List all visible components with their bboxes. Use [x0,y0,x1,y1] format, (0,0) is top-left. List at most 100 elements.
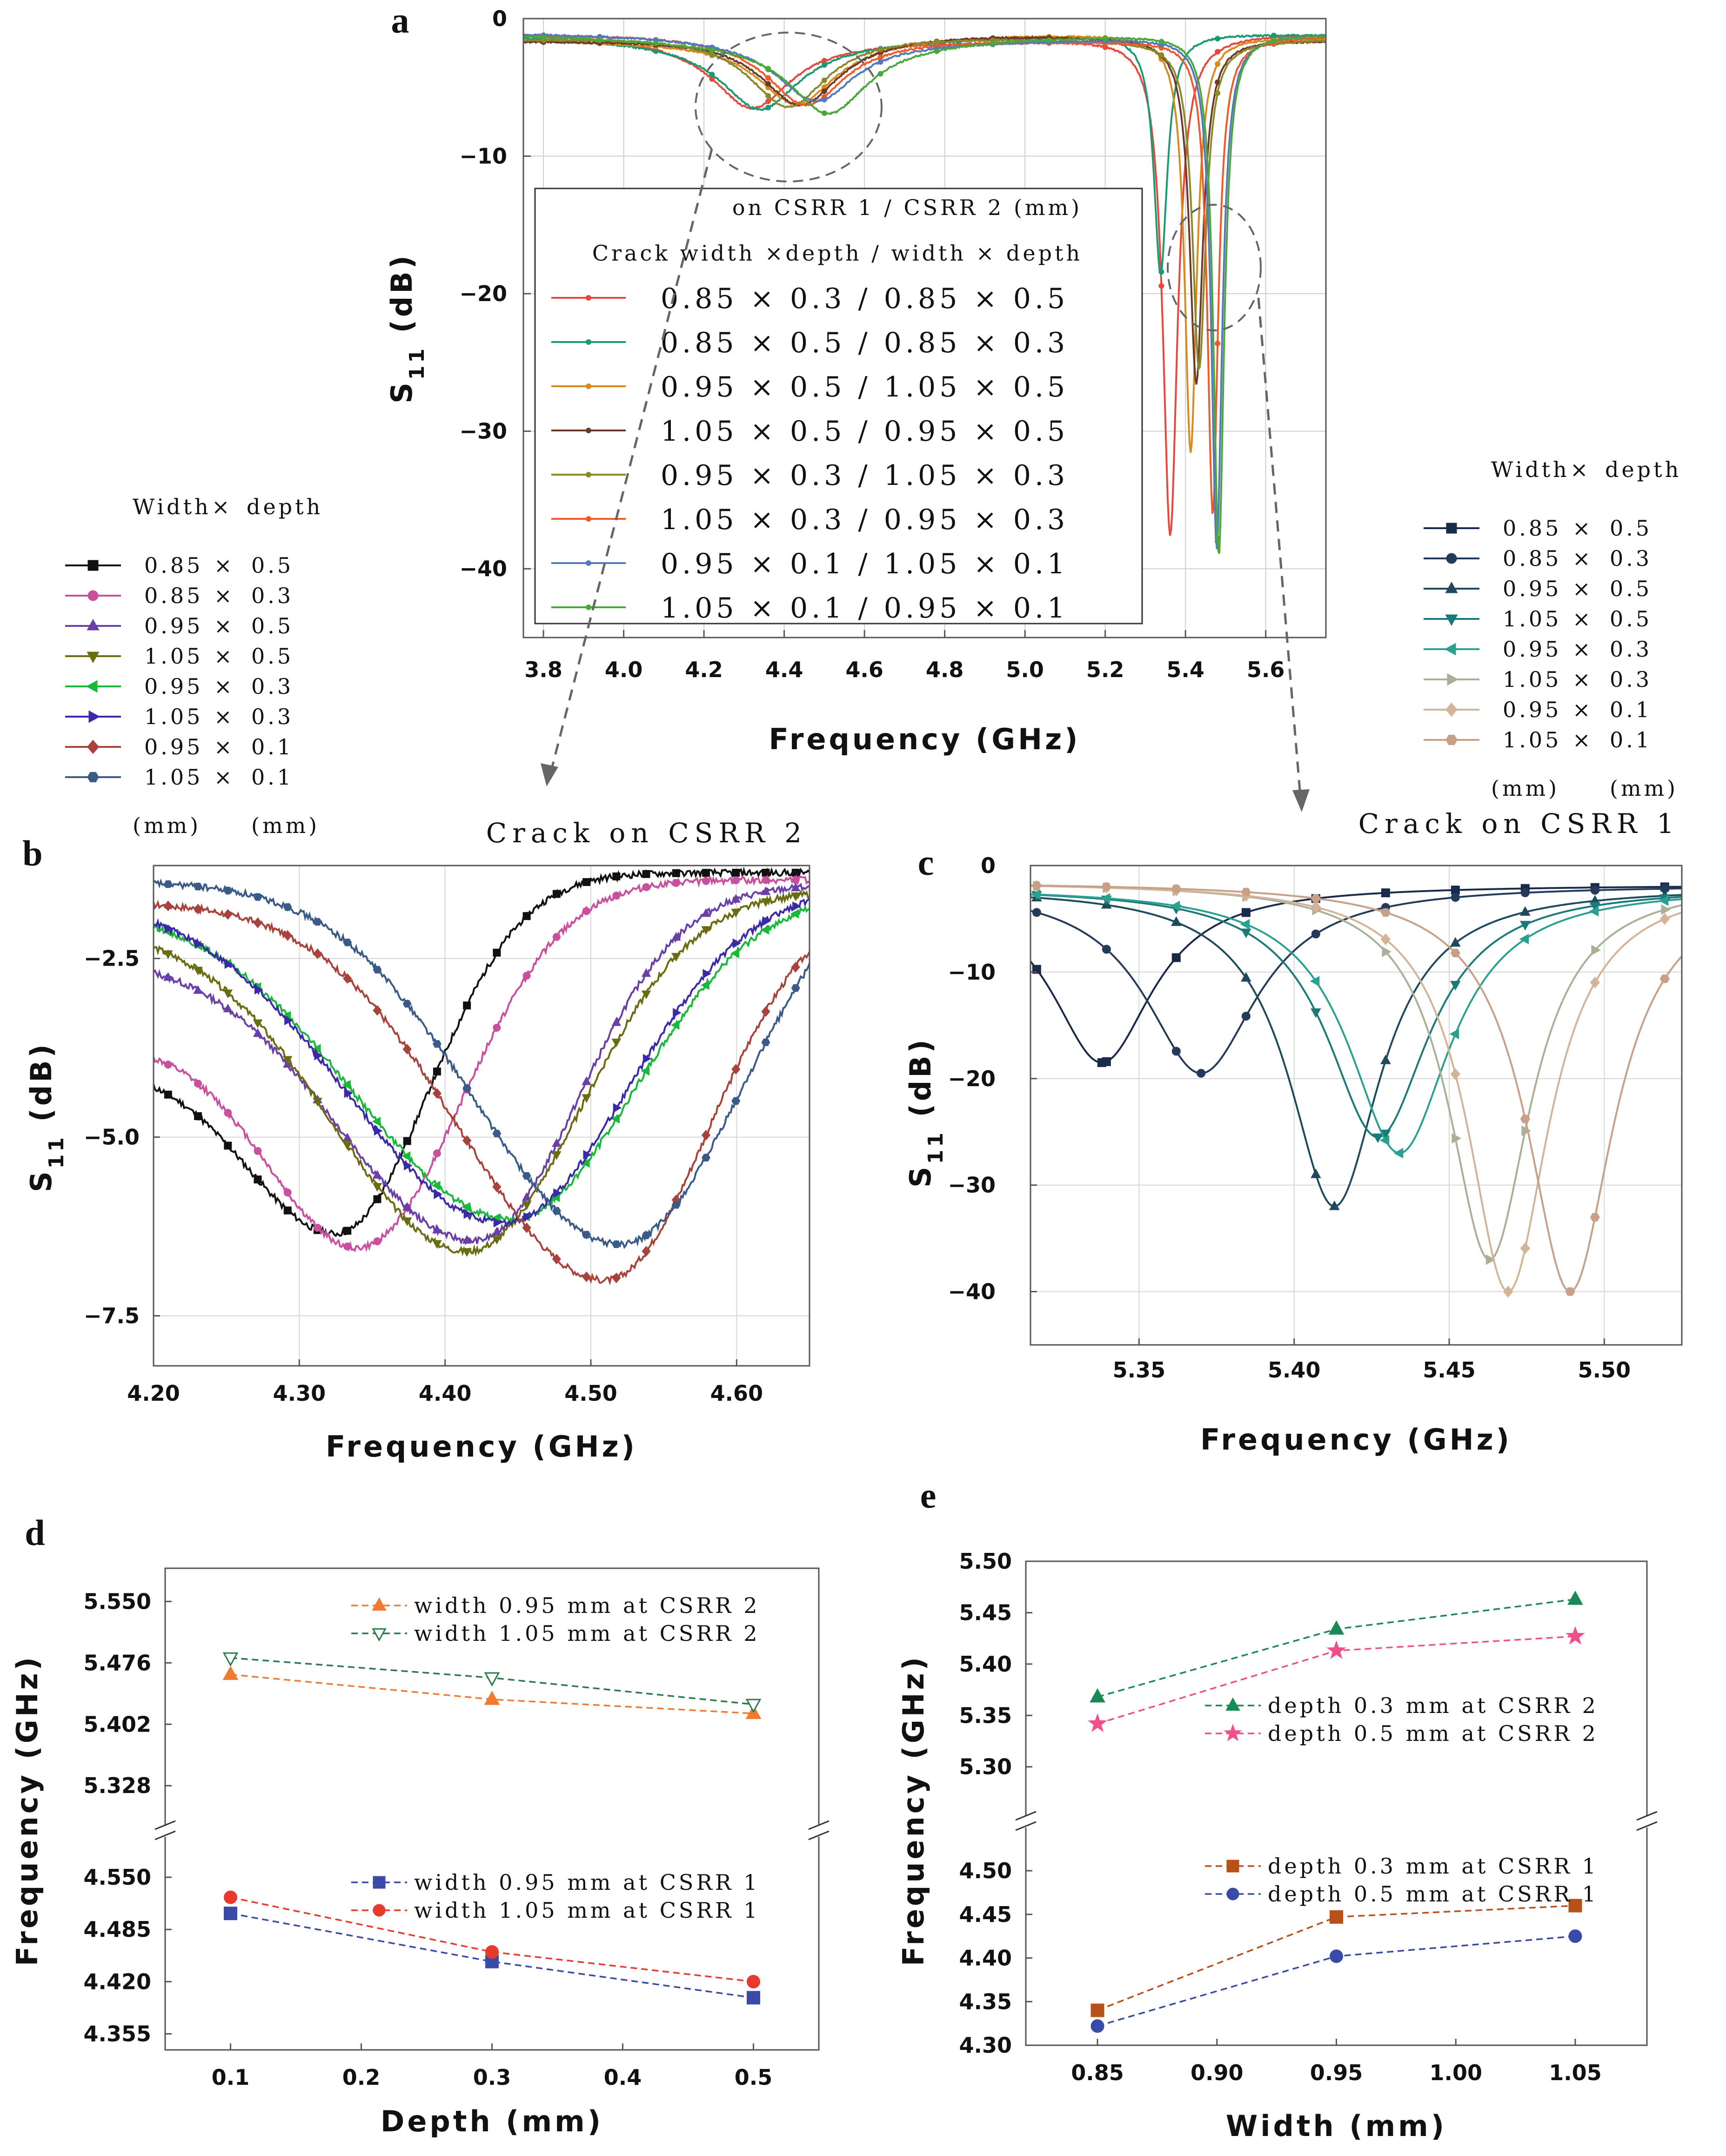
legend-e-entry: depth 0.3 mm at CSRR 2 [1268,1693,1599,1718]
left-legend-width: 0.85 [144,583,203,608]
axes-frame-a [522,18,1327,638]
series-b-marker [762,868,770,877]
right-legend-x: × [1572,546,1593,571]
series-b-marker [342,1080,351,1090]
legend-a-entry: 0.95 × 0.1 / 1.05 × 0.1 [661,548,1069,580]
series-c-marker [1380,908,1391,917]
series-b-marker [402,1044,412,1054]
xtick-label-d: 0.4 [604,2065,642,2090]
series-b-marker [701,1129,711,1141]
series-d-3 [230,1896,754,1983]
series-c-marker [1100,893,1111,904]
series-a-marker [1271,33,1277,39]
series-b-marker [582,1230,591,1239]
left-legend-depth: 0.5 [251,553,294,578]
series-b-marker [791,868,800,877]
series-b-marker [223,1003,233,1013]
series-b-marker [164,1061,172,1069]
series-b-3 [153,890,810,1257]
series-b-marker [193,985,203,994]
right-legend-width: 1.05 [1503,727,1561,752]
series-b-marker [194,882,202,891]
series-b-marker [223,887,233,894]
series-a-marker [709,76,715,82]
right-legend-marker [1445,702,1458,717]
axis-break-mark [1015,1821,1037,1831]
xtick-label-d: 0.1 [212,2065,250,2090]
right-legend-marker [1444,643,1456,656]
series-b-6 [153,900,810,1286]
series-d-marker [747,1991,760,2005]
series-b-marker [374,1126,383,1136]
series-a-marker [1102,44,1108,50]
left-legend-depth: 0.5 [251,644,294,669]
xtick-label-b: 4.60 [710,1381,763,1406]
series-b-marker [701,926,711,935]
xtick-label-c: 5.50 [1578,1357,1631,1383]
series-b-marker [342,1142,352,1150]
series-c-5 [1030,885,1682,1261]
series-b-2 [153,882,810,1245]
series-b-marker [313,918,322,926]
series-b-marker [522,1201,532,1210]
series-b-marker [314,1050,323,1061]
series-b-marker [194,1080,202,1088]
xtick-label-b: 4.20 [127,1381,180,1406]
series-c-marker [1171,884,1181,893]
xtick-label-a: 4.8 [926,657,964,682]
series-b-marker [732,938,742,948]
series-a-marker [821,84,827,90]
series-b-marker [314,1223,321,1232]
series-b-marker [761,1038,770,1047]
ytick-label-a: −30 [459,419,507,444]
legend-e-marker [1226,1887,1239,1901]
series-b-marker [732,868,740,877]
left-legend-x: × [214,553,235,578]
legend-a-marker [586,339,591,345]
series-b-marker [342,1133,352,1142]
legend-a-marker [586,383,591,389]
series-e-marker [1088,1713,1107,1732]
ytick-label-b: −7.5 [84,1303,140,1329]
legend-e-entry: depth 0.5 mm at CSRR 1 [1268,1881,1599,1907]
right-legend-depth: 0.3 [1610,667,1652,692]
right-legend-header-depth: depth [1605,457,1681,482]
series-a-marker [1046,37,1052,43]
series-c-marker [1311,901,1321,913]
ytick-label-e: 5.30 [959,1754,1012,1780]
series-b-marker [433,1068,441,1076]
series-c-marker [1240,972,1251,982]
series-b-marker [254,1147,262,1155]
left-legend-header-width: Width [133,494,211,519]
series-b-marker [641,1066,650,1076]
series-b-marker [730,948,739,958]
series-b-marker [254,1175,262,1184]
series-b-marker [642,1231,651,1239]
legend-a-header2: Crack width ×depth / width × depth [592,241,1083,266]
series-b-marker [792,901,801,911]
series-c-marker [1311,894,1321,903]
ytick-label-d: 4.355 [83,2021,151,2046]
series-c-min-marker [1372,1133,1384,1143]
zoom-arrowhead-b [541,763,558,786]
ylabel-c: S11 (dB) [903,1037,948,1188]
right-legend-width: 0.95 [1503,697,1561,722]
series-a-marker [653,40,659,47]
legend-a-entry: 1.05 × 0.5 / 0.95 × 0.5 [661,415,1069,448]
left-legend-header-depth: depth [247,494,323,519]
right-legend-marker [1447,673,1459,686]
ytick-label-c: −40 [948,1279,996,1304]
series-b-marker [343,1227,352,1235]
series-c-marker [1452,1133,1462,1144]
legend-d-entry: width 1.05 mm at CSRR 1 [414,1898,760,1923]
series-b-marker [582,1271,591,1283]
left-legend-marker [86,680,98,693]
series-b-marker [462,1235,472,1244]
series-c-3 [1030,893,1682,1138]
right-legend-depth: 0.3 [1610,546,1652,571]
series-c-marker [1311,929,1320,939]
right-legend-x: × [1572,637,1593,662]
series-a-marker [765,75,771,81]
series-c-marker [1171,953,1181,962]
series-b-marker [670,1020,680,1030]
